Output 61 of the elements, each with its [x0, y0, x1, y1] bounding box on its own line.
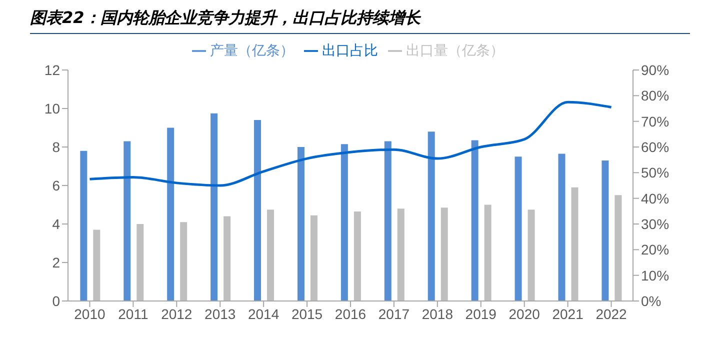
bar — [310, 215, 318, 301]
y2-tick-label: 40% — [641, 190, 670, 206]
x-tick-label: 2020 — [508, 306, 540, 322]
x-tick-label: 2014 — [248, 306, 280, 322]
y2-tick-label: 20% — [641, 242, 670, 258]
bar — [558, 154, 566, 301]
x-tick-label: 2022 — [596, 306, 628, 322]
bar — [528, 210, 535, 301]
bar — [124, 141, 131, 301]
bar — [471, 140, 478, 301]
legend-label: 出口量（亿条） — [406, 42, 504, 58]
x-tick-label: 2019 — [465, 306, 497, 322]
bar — [354, 211, 361, 301]
y-tick-label: 10 — [44, 100, 60, 116]
bar — [167, 128, 174, 301]
bar — [428, 132, 435, 301]
bar — [267, 210, 274, 301]
x-tick-label: 2018 — [422, 306, 454, 322]
bar — [514, 156, 522, 301]
bar — [602, 160, 609, 301]
legend-label: 出口占比 — [322, 42, 378, 58]
y-tick-label: 12 — [44, 62, 60, 78]
bar — [93, 230, 100, 301]
x-tick-label: 2013 — [204, 306, 236, 322]
bar — [571, 187, 578, 301]
y-tick-label: 8 — [52, 138, 60, 155]
y-tick-label: 2 — [52, 254, 60, 270]
x-tick-label: 2021 — [552, 306, 584, 322]
bar — [224, 216, 231, 301]
bar — [297, 147, 304, 301]
bar — [254, 120, 262, 301]
y2-tick-label: 10% — [641, 267, 670, 284]
bar — [614, 195, 622, 301]
bar — [340, 144, 348, 301]
y-tick-label: 0 — [52, 292, 60, 309]
y2-tick-label: 90% — [641, 62, 670, 78]
y2-tick-label: 70% — [641, 113, 670, 130]
x-tick-label: 2011 — [118, 306, 148, 322]
y2-tick-label: 50% — [641, 164, 670, 181]
bar — [136, 224, 144, 301]
bar — [210, 113, 218, 301]
y2-tick-label: 80% — [641, 88, 670, 104]
x-tick-label: 2017 — [378, 306, 410, 322]
x-tick-label: 2012 — [161, 306, 192, 322]
x-tick-label: 2015 — [291, 306, 323, 322]
y-tick-label: 6 — [52, 177, 60, 194]
line-series — [88, 100, 613, 187]
y2-tick-label: 30% — [641, 216, 670, 232]
y2-tick-label: 60% — [641, 138, 670, 155]
x-tick-label: 2010 — [74, 306, 106, 322]
y2-tick-label: 0% — [641, 292, 662, 309]
bar — [384, 141, 392, 301]
bar — [440, 208, 448, 301]
x-tick-label: 2016 — [334, 306, 366, 322]
legend-label: 产量（亿条） — [210, 42, 294, 58]
bar — [397, 208, 404, 301]
chart-title: 图表22：国内轮胎企业竞争力提升，出口占比持续增长 — [30, 8, 690, 34]
y-tick-label: 4 — [52, 216, 60, 232]
bar — [484, 204, 492, 301]
bar — [80, 150, 88, 301]
bar — [180, 222, 188, 301]
